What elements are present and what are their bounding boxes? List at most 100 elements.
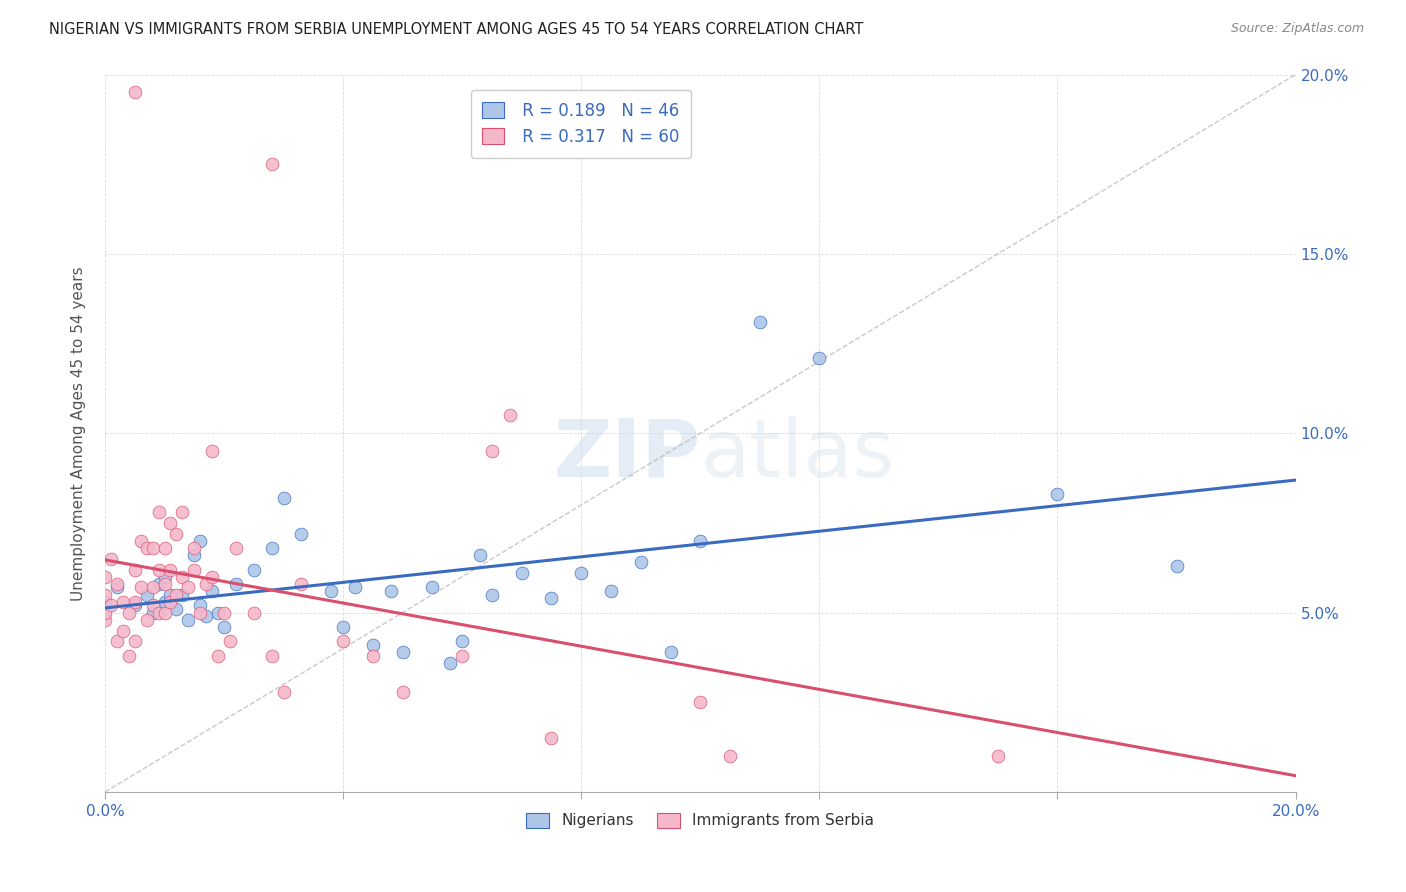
Point (260, 648, 283, 663)
Point (1046, 487, 1069, 501)
Point (148, 505, 170, 519)
Point (343, 581, 366, 595)
Point (332, 620, 354, 634)
Point (135, 541, 157, 555)
Point (451, 648, 474, 663)
Point (212, 606, 235, 620)
Point (172, 505, 194, 519)
Point (689, 695, 711, 709)
Point (183, 563, 205, 577)
Point (481, 588, 503, 602)
Text: NIGERIAN VS IMMIGRANTS FROM SERBIA UNEMPLOYMENT AMONG AGES 45 TO 54 YEARS CORREL: NIGERIAN VS IMMIGRANTS FROM SERBIA UNEMP… (49, 22, 863, 37)
Point (118, 606, 141, 620)
Point (148, 606, 170, 620)
Point (105, 634, 128, 648)
Point (159, 516, 181, 530)
Point (105, 577, 128, 591)
Point (987, 749, 1010, 764)
Point (142, 606, 165, 620)
Point (153, 541, 176, 555)
Point (212, 620, 235, 634)
Point (188, 599, 211, 613)
Point (225, 577, 247, 591)
Point (391, 645, 413, 659)
Point (290, 526, 312, 541)
Point (94, 606, 117, 620)
Point (1166, 558, 1188, 573)
Point (659, 645, 682, 659)
Point (225, 541, 247, 555)
Point (153, 577, 176, 591)
Point (748, 315, 770, 329)
Text: ZIP: ZIP (553, 416, 700, 494)
Point (201, 444, 224, 458)
Point (159, 595, 181, 609)
Point (273, 491, 295, 505)
Point (94, 588, 117, 602)
Point (569, 566, 592, 581)
Point (159, 588, 181, 602)
Point (153, 606, 176, 620)
Point (540, 591, 562, 606)
Point (718, 749, 741, 764)
Point (100, 599, 122, 613)
Point (148, 563, 170, 577)
Point (153, 570, 176, 584)
Point (207, 606, 229, 620)
Point (124, 599, 146, 613)
Point (129, 533, 152, 548)
Point (129, 581, 152, 595)
Point (111, 595, 134, 609)
Point (111, 624, 134, 638)
Point (321, 584, 343, 599)
Text: atlas: atlas (700, 416, 894, 494)
Point (188, 533, 211, 548)
Point (689, 533, 711, 548)
Point (361, 638, 384, 652)
Point (481, 444, 503, 458)
Point (630, 555, 652, 569)
Point (290, 577, 312, 591)
Point (124, 634, 146, 648)
Point (243, 563, 266, 577)
Point (201, 584, 224, 599)
Point (391, 684, 413, 698)
Point (540, 731, 562, 746)
Point (273, 684, 295, 698)
Point (100, 551, 122, 566)
Point (510, 566, 533, 581)
Point (177, 613, 200, 627)
Point (195, 577, 218, 591)
Point (260, 157, 283, 171)
Point (172, 588, 194, 602)
Point (118, 648, 141, 663)
Point (124, 563, 146, 577)
Point (439, 656, 461, 670)
Point (183, 541, 205, 555)
Text: Source: ZipAtlas.com: Source: ZipAtlas.com (1230, 22, 1364, 36)
Point (135, 588, 157, 602)
Point (165, 526, 187, 541)
Point (808, 351, 831, 365)
Point (142, 541, 165, 555)
Point (243, 606, 266, 620)
Point (188, 606, 211, 620)
Point (201, 570, 224, 584)
Point (260, 541, 283, 555)
Point (600, 584, 623, 599)
Point (159, 563, 181, 577)
Point (380, 584, 402, 599)
Point (142, 581, 165, 595)
Point (499, 409, 522, 423)
Point (361, 648, 384, 663)
Point (153, 595, 176, 609)
Point (142, 599, 165, 613)
Point (94, 613, 117, 627)
Point (165, 588, 187, 602)
Y-axis label: Unemployment Among Ages 45 to 54 years: Unemployment Among Ages 45 to 54 years (72, 266, 86, 600)
Point (195, 609, 218, 624)
Point (177, 581, 200, 595)
Point (172, 570, 194, 584)
Point (207, 648, 229, 663)
Point (332, 634, 354, 648)
